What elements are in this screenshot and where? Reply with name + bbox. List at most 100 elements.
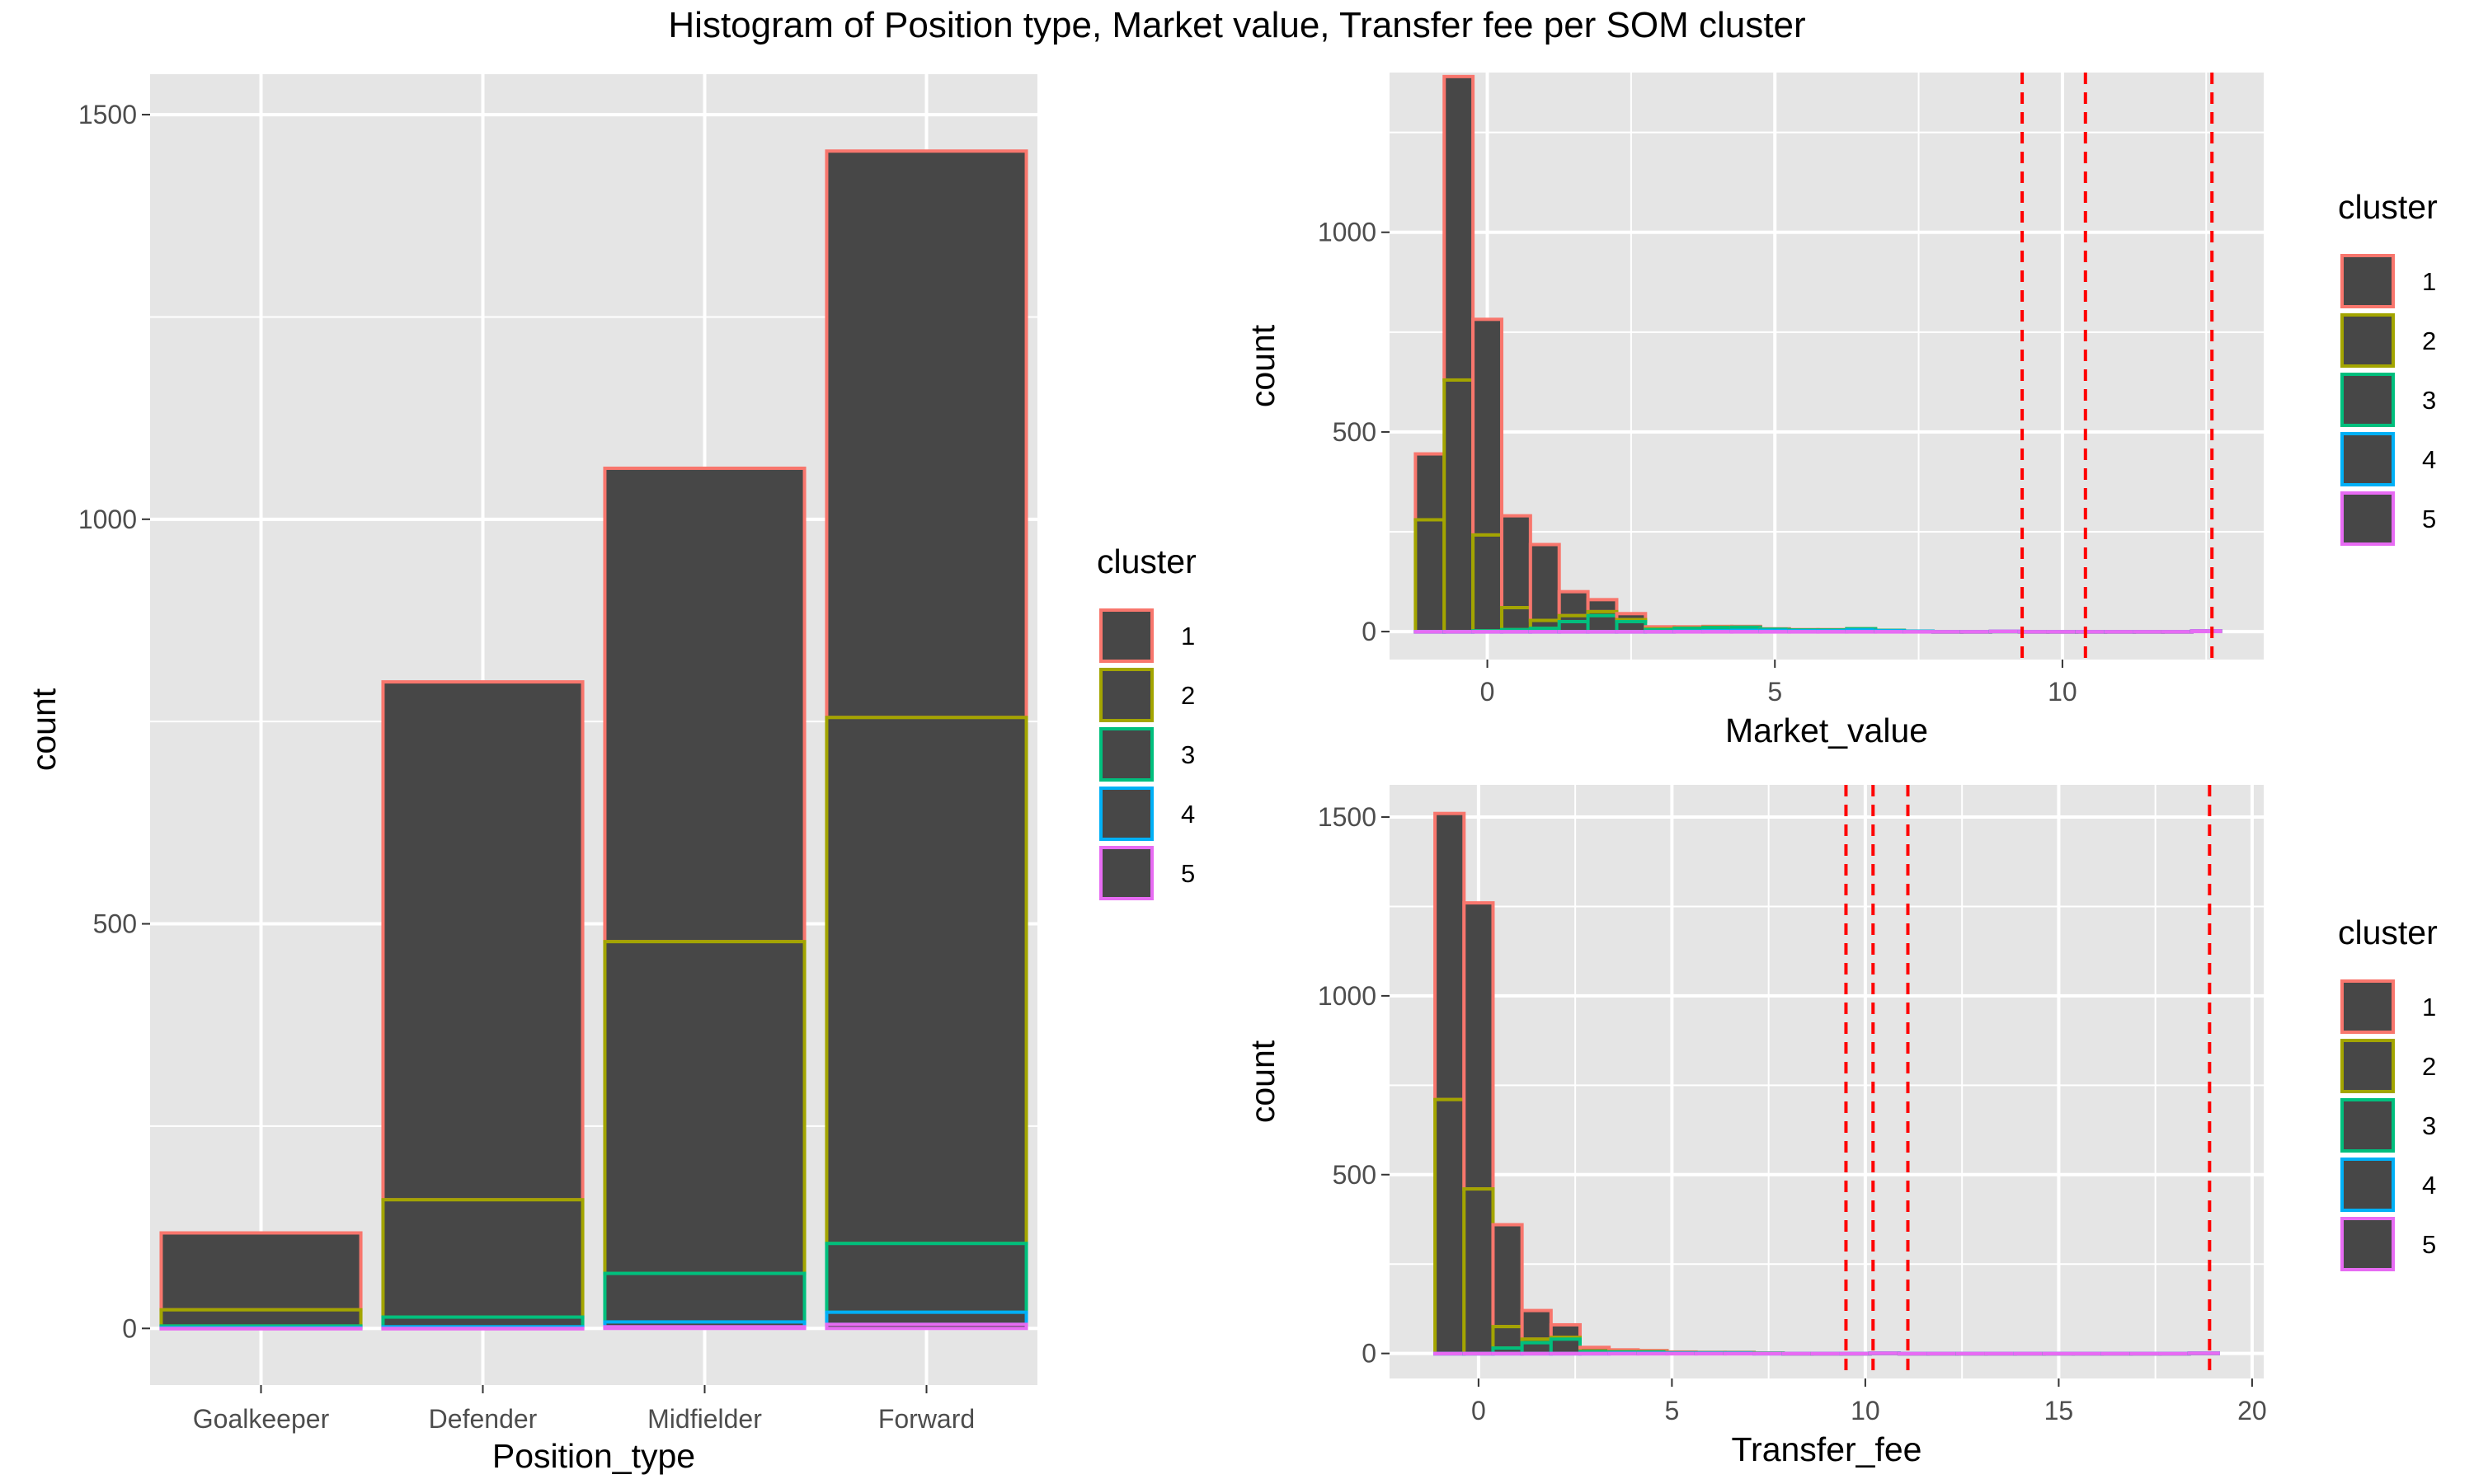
bar-group-midfielder: [603, 466, 807, 1331]
legend-label-5: 5: [2422, 1230, 2436, 1259]
histogram-bin-cluster-2: [1433, 1097, 1466, 1355]
market-value-x-axis-title: Market_value: [1725, 711, 1928, 749]
legend-label-1: 1: [2422, 267, 2436, 296]
position-type-y-axis-title: count: [25, 688, 63, 771]
legend-title: cluster: [2338, 188, 2438, 226]
y-tick-label: 0: [1362, 1339, 1376, 1369]
bar-segment-cluster-2: [825, 716, 1028, 1246]
histogram-bin-cluster-2: [1413, 518, 1446, 634]
y-tick-label: 1000: [78, 505, 137, 534]
histogram-bin-cluster-2: [1491, 1325, 1524, 1350]
legend-key-5: [2340, 1217, 2395, 1271]
bar-segment-cluster-5: [603, 1325, 807, 1331]
histogram-bin-cluster-5: [1636, 1351, 1669, 1356]
legend-key-1: [1099, 608, 1154, 663]
legend-key-2: [1099, 668, 1154, 722]
legend-label-3: 3: [2422, 386, 2436, 415]
histogram-bin-cluster-5: [2013, 1351, 2046, 1356]
legend-key-1: [2340, 254, 2395, 308]
legend-key-4: [1099, 787, 1154, 841]
histogram-bin-cluster-1: [1520, 1308, 1553, 1341]
histogram-bin-cluster-1: [1413, 452, 1446, 522]
histogram-bin-cluster-1: [1528, 542, 1561, 622]
bar-segment-cluster-2: [381, 1198, 585, 1319]
bar-segment-cluster-1: [825, 149, 1028, 720]
y-tick-label: 0: [1362, 617, 1376, 646]
histogram-bin-cluster-5: [1723, 1351, 1757, 1356]
legend-key-2: [2340, 1039, 2395, 1093]
x-tick-label: 15: [2044, 1396, 2074, 1425]
histogram-bin-cluster-5: [2042, 1351, 2076, 1356]
legend-label-2: 2: [2422, 326, 2436, 355]
legend-title: cluster: [2338, 913, 2438, 951]
transfer-fee-x-axis-title: Transfer_fee: [1732, 1430, 1922, 1468]
histogram-bin-cluster-1: [1586, 598, 1619, 613]
chart-title: Histogram of Position type, Market value…: [668, 5, 1806, 45]
histogram-bin-cluster-2: [1462, 1187, 1495, 1355]
histogram-bin-cluster-2: [1471, 533, 1503, 633]
bar-segment-cluster-4: [825, 1310, 1028, 1327]
bar-group-goalkeeper: [159, 1231, 363, 1331]
legend-key-2: [2340, 313, 2395, 368]
histogram-bin-cluster-5: [2187, 1351, 2220, 1355]
legend-label-2: 2: [2422, 1052, 2436, 1081]
legend-label-2: 2: [1181, 681, 1195, 710]
histogram-bin-cluster-1: [1462, 901, 1495, 1191]
histogram-bin-cluster-1: [1557, 589, 1590, 618]
histogram-bin-cluster-5: [1897, 1351, 1931, 1356]
y-tick-label: 0: [122, 1313, 137, 1343]
legend-key-5: [2340, 491, 2395, 546]
x-tick-label: 5: [1767, 677, 1782, 707]
y-tick-label: 500: [93, 909, 137, 939]
legend-label-3: 3: [2422, 1111, 2436, 1140]
legend-label-4: 4: [1181, 800, 1195, 829]
histogram-bin-cluster-5: [1607, 1351, 1640, 1356]
histogram-bin-cluster-5: [2072, 1351, 2105, 1356]
market-value-y-axis-title: count: [1244, 324, 1282, 407]
histogram-bin-cluster-2: [1442, 378, 1475, 634]
legend-label-1: 1: [2422, 993, 2436, 1021]
legend-label-4: 4: [2422, 445, 2436, 474]
histogram-bin-cluster-2: [1499, 606, 1532, 632]
legend-market-value: cluster 1 2 3 4 5: [2338, 188, 2438, 546]
x-tick-label: 20: [2237, 1396, 2267, 1425]
histogram-bin-cluster-5: [1984, 1351, 2017, 1356]
legend-label-1: 1: [1181, 622, 1195, 650]
legend-key-4: [2340, 1158, 2395, 1212]
histogram-bin-cluster-5: [1926, 1351, 1959, 1356]
histogram-bars-transfer-fee: [1433, 811, 2220, 1356]
histogram-bin-cluster-1: [1471, 317, 1503, 537]
histogram-bin-cluster-5: [1781, 1351, 1814, 1356]
legend-title: cluster: [1097, 542, 1197, 580]
histogram-bin-cluster-5: [1839, 1351, 1872, 1356]
histogram-bin-cluster-5: [1665, 1351, 1698, 1356]
x-tick-label: 0: [1471, 1396, 1486, 1425]
transfer-fee-y-axis-title: count: [1244, 1040, 1282, 1123]
bar-segment-cluster-3: [825, 1242, 1028, 1314]
histogram-bin-cluster-3: [1549, 1337, 1582, 1355]
x-tick-label: 10: [2048, 677, 2077, 707]
legend-key-1: [2340, 979, 2395, 1034]
legend-label-5: 5: [2422, 505, 2436, 533]
histogram-bars-market-value: [1413, 74, 2222, 634]
bar-group-defender: [381, 680, 585, 1331]
bar-segment-cluster-5: [159, 1327, 363, 1331]
bar-group-forward: [825, 149, 1028, 1331]
histogram-bin-cluster-5: [2189, 629, 2222, 634]
histogram-bin-cluster-5: [1694, 1351, 1727, 1356]
histogram-bin-cluster-1: [1499, 514, 1532, 610]
bar-segment-cluster-5: [825, 1322, 1028, 1331]
y-tick-label: 1000: [1318, 218, 1376, 247]
y-tick-label: 1500: [1318, 802, 1376, 832]
x-tick-label-forward: Forward: [878, 1404, 975, 1434]
bar-segment-cluster-1: [381, 680, 585, 1202]
legend-key-3: [2340, 1098, 2395, 1153]
histogram-bin-cluster-5: [1752, 1351, 1785, 1356]
histogram-bin-cluster-3: [1586, 613, 1619, 634]
legend-label-3: 3: [1181, 740, 1195, 769]
bar-segment-cluster-2: [159, 1308, 363, 1328]
histogram-bin-cluster-5: [1955, 1351, 1988, 1356]
legend-key-5: [1099, 846, 1154, 900]
legend-transfer-fee: cluster 1 2 3 4 5: [2338, 913, 2438, 1271]
